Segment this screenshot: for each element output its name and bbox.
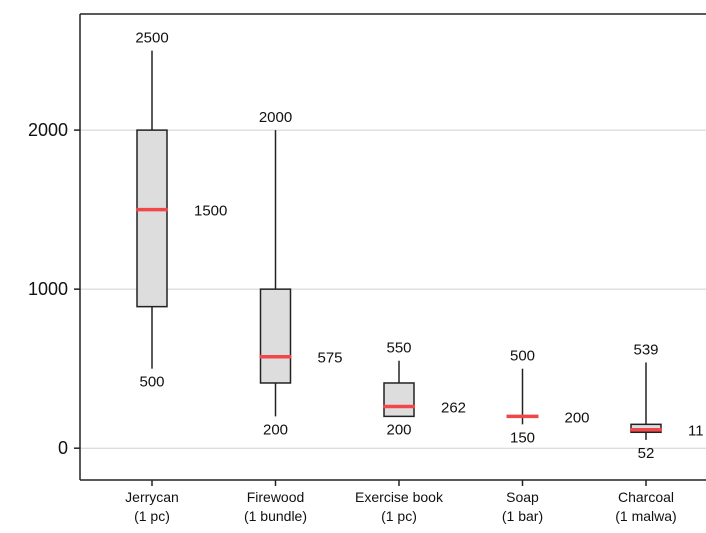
- y-tick-label: 1000: [28, 279, 68, 299]
- median-label: 1500: [194, 203, 227, 220]
- x-tick-unit-label: (1 pc): [381, 508, 417, 524]
- min-label: 200: [263, 421, 288, 438]
- min-label: 500: [139, 374, 164, 391]
- box: [259, 288, 292, 384]
- max-label: 550: [386, 340, 411, 357]
- y-tick-label: 0: [58, 438, 68, 458]
- median-label: 11: [688, 423, 704, 440]
- x-tick-unit-label: (1 bundle): [244, 508, 307, 524]
- median-label: 262: [441, 400, 466, 417]
- box: [383, 382, 415, 418]
- max-label: 500: [510, 348, 535, 365]
- max-label: 2000: [259, 109, 292, 126]
- min-label: 150: [510, 429, 535, 446]
- x-tick-label: Charcoal: [618, 489, 674, 505]
- x-tick-label: Soap: [506, 489, 539, 505]
- x-tick-label: Jerrycan: [125, 489, 179, 505]
- median-label: 200: [565, 409, 590, 426]
- min-label: 52: [638, 445, 655, 462]
- min-label: 200: [386, 421, 411, 438]
- x-tick-unit-label: (1 malwa): [615, 508, 676, 524]
- x-tick-unit-label: (1 bar): [502, 508, 543, 524]
- x-tick-label: Exercise book: [355, 489, 444, 505]
- x-tick-unit-label: (1 pc): [134, 508, 170, 524]
- box: [136, 129, 168, 308]
- median-label: 575: [318, 350, 343, 367]
- max-label: 539: [633, 341, 658, 358]
- max-label: 2500: [135, 30, 168, 47]
- y-tick-label: 2000: [28, 120, 68, 140]
- x-tick-label: Firewood: [247, 489, 305, 505]
